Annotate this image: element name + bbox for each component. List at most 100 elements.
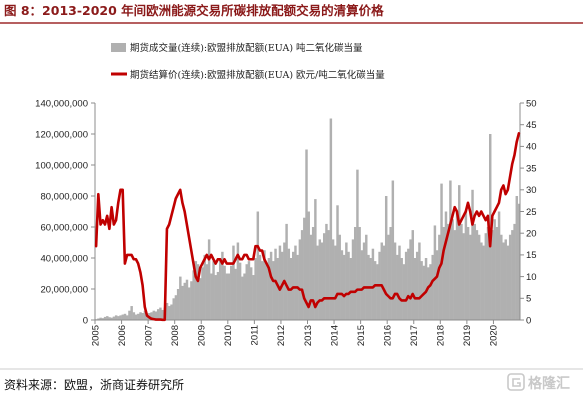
volume-bar (125, 315, 129, 320)
volume-bar (411, 230, 414, 320)
volume-bar (327, 230, 330, 320)
volume-bar (336, 205, 339, 320)
legend-volume-label: 期货成交量(连续):欧盟排放配额(EUA) 吨二氧化碳当量 (130, 42, 363, 54)
volume-bar (212, 261, 215, 320)
volume-bar (137, 313, 140, 320)
volume-bar (183, 282, 186, 320)
right-axis-tick-label: 15 (526, 250, 537, 261)
x-axis-tick-label: 2015 (356, 325, 367, 346)
source-note: 资料来源：欧盟，浙商证券研究所 (4, 377, 184, 392)
volume-bar (482, 245, 485, 320)
volume-bar (376, 264, 379, 320)
volume-bar (103, 316, 107, 320)
volume-bar (298, 239, 302, 320)
volume-bar (203, 254, 206, 320)
volume-bar (331, 239, 335, 320)
volume-bar (227, 273, 231, 320)
volume-bar (517, 203, 521, 320)
volume-bar (249, 267, 253, 320)
volume-bar (300, 230, 304, 320)
volume-bar (185, 279, 189, 320)
volume-bar (143, 310, 147, 320)
volume-bar (314, 199, 317, 320)
right-axis-tick-label: 0 (526, 315, 531, 326)
volume-bar (276, 258, 279, 320)
volume-bar (427, 267, 430, 320)
volume-bar (267, 258, 271, 320)
volume-bar (504, 239, 507, 320)
legend-price-label: 期货结算价(连续):欧盟排放配额(EUA) 欧元/吨二氧化碳当量 (130, 69, 385, 81)
volume-bar (292, 251, 295, 320)
volume-bar (265, 264, 268, 320)
volume-bar (210, 273, 213, 320)
volume-bar (340, 250, 344, 320)
volume-bar (360, 250, 364, 320)
volume-bar (477, 234, 481, 320)
right-axis-tick-label: 10 (526, 272, 537, 283)
volume-bar (396, 254, 399, 320)
volume-bar (453, 230, 457, 320)
volume-bar (387, 234, 390, 320)
volume-bar (497, 211, 501, 320)
volume-bar (371, 248, 375, 320)
volume-bar (431, 254, 434, 320)
volume-bar (294, 245, 297, 320)
watermark-logo-icon (507, 373, 525, 391)
volume-bar (230, 265, 233, 320)
volume-bar (121, 314, 125, 320)
volume-bar (287, 248, 291, 320)
volume-bar (373, 261, 377, 320)
volume-bar (329, 118, 333, 320)
volume-bar (351, 239, 355, 320)
right-axis-tick-label: 20 (526, 229, 537, 240)
volume-bar (132, 312, 136, 320)
volume-bar (473, 223, 476, 320)
volume-bar (165, 302, 169, 320)
volume-bar (269, 251, 273, 320)
x-axis-tick-label: 2012 (276, 325, 287, 346)
x-axis-tick-label: 2010 (223, 325, 234, 346)
volume-bar (342, 254, 346, 320)
volume-bar (508, 234, 512, 320)
volume-bar (475, 230, 479, 320)
volume-bar (362, 242, 366, 320)
watermark: 格隆汇 (507, 373, 570, 392)
x-axis-tick-label: 2017 (409, 325, 420, 346)
volume-bar (384, 196, 388, 320)
volume-bar (123, 313, 127, 320)
volume-bar (201, 267, 204, 320)
volume-bar (506, 245, 510, 320)
volume-bar (221, 251, 224, 320)
chart-title: 图 8：2013-2020 年间欧洲能源交易所碳排放配额交易的清算价格 (4, 3, 384, 18)
volume-bar (444, 211, 448, 320)
x-axis-tick-label: 2008 (170, 325, 181, 346)
x-axis-tick-label: 2014 (329, 325, 340, 346)
volume-bar (462, 233, 465, 320)
right-axis-tick-label: 45 (526, 120, 537, 131)
volume-bar (225, 273, 229, 320)
right-axis-tick-label: 35 (526, 163, 537, 174)
left-axis-tick-label: 60,000,000 (40, 222, 88, 233)
volume-bar (418, 242, 421, 320)
x-axis-tick-label: 2005 (90, 325, 101, 346)
volume-bar (322, 233, 326, 320)
volume-bar (420, 261, 423, 320)
volume-bar (159, 307, 162, 320)
volume-bar (338, 234, 341, 320)
volume-bar (358, 227, 361, 320)
x-axis-tick-label: 2006 (117, 325, 128, 346)
volume-bar (161, 309, 164, 320)
left-axis-tick-label: 100,000,000 (35, 160, 88, 171)
volume-bar (245, 264, 248, 320)
volume-bar (170, 304, 173, 320)
right-axis-tick-label: 5 (526, 294, 531, 305)
volume-bar (409, 239, 412, 320)
volume-bar (460, 223, 463, 320)
volume-bar (446, 223, 450, 320)
volume-bar (261, 261, 264, 320)
volume-bar (382, 245, 386, 320)
volume-bar (114, 315, 118, 320)
volume-bar (196, 264, 200, 320)
volume-bar (218, 258, 222, 320)
volume-bar (130, 306, 133, 320)
